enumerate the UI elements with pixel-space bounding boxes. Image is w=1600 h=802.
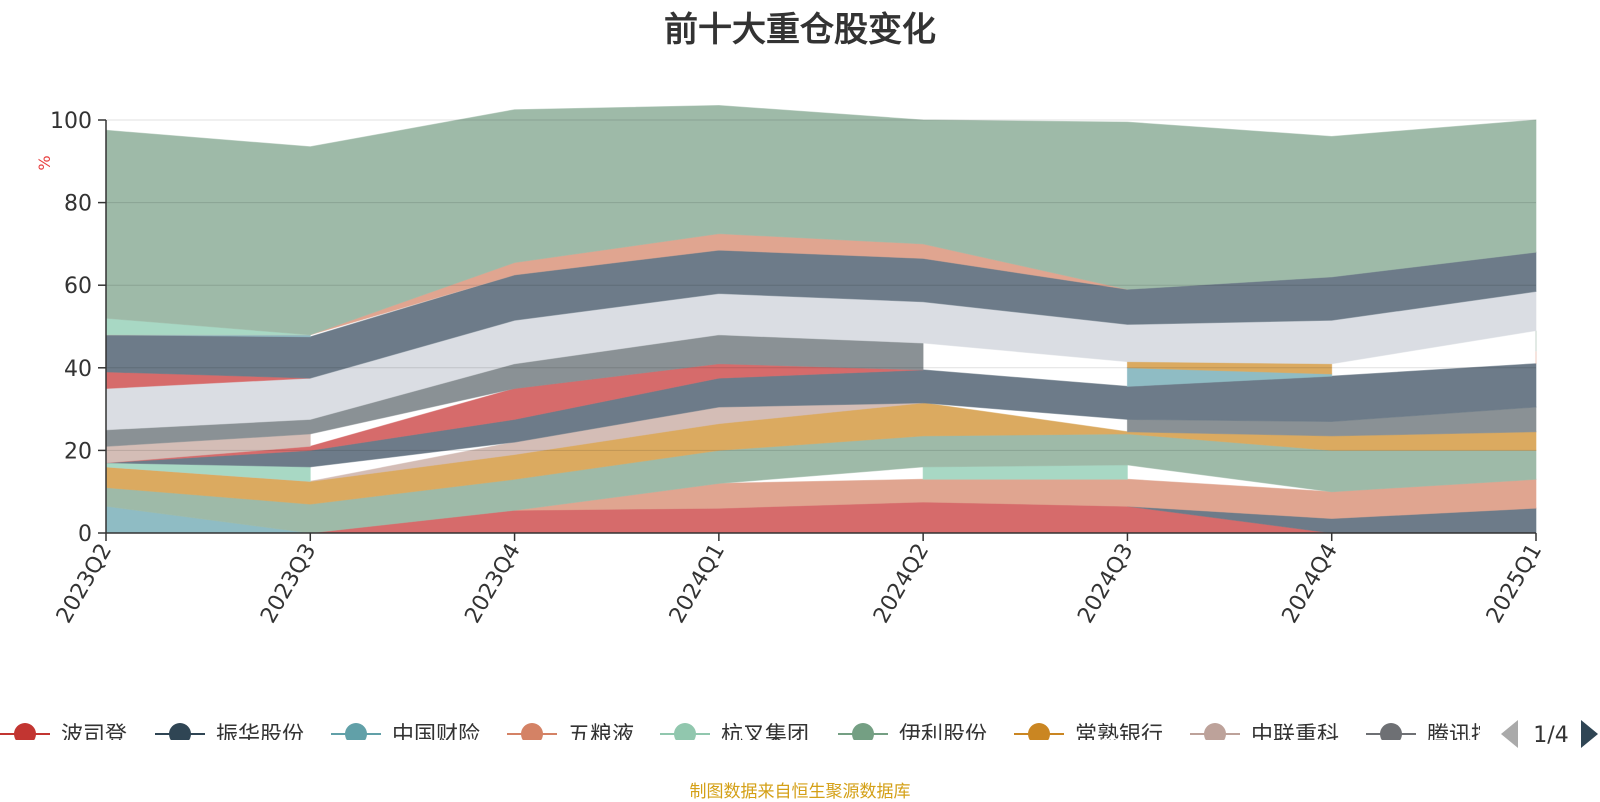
legend-label: 振华股份 [216,723,304,748]
legend-item[interactable]: 杭叉集团 [660,723,809,748]
y-tick-label: 100 [50,109,92,134]
x-tick-label: 2023Q2 [52,540,117,628]
legend-label: 波司登 [61,723,127,748]
stacked-areas [105,104,1537,534]
legend-label: 伊利股份 [899,723,987,748]
source-note: 制图数据来自恒生聚源数据库 [689,782,911,802]
legend-item[interactable]: 中国财险 [331,723,480,748]
legend-next-icon[interactable] [1581,720,1598,748]
legend-page-indicator: 1/4 [1533,723,1568,748]
legend-marker [345,723,367,740]
x-tick-label: 2024Q3 [1073,540,1138,628]
legend-label: 五粮液 [568,723,634,748]
legend-item[interactable]: 常熟银行 [1014,723,1163,748]
legend-label: 常熟银行 [1075,723,1163,748]
legend[interactable]: 波司登 振华股份 中国财险 五粮液 杭叉集团 伊利股份 常熟银行 中联重科 腾讯控 [0,723,1493,748]
y-tick-label: 20 [64,439,92,464]
area-series-2 [514,478,1537,520]
y-axis-label: % [35,155,54,170]
legend-marker [1204,723,1226,740]
legend-item[interactable]: 中联重科 [1190,723,1339,748]
legend-label: 中联重科 [1251,723,1339,748]
x-tick-label: 2023Q4 [460,540,525,628]
legend-marker [674,723,696,740]
legend-marker [14,723,36,740]
y-tick-label: 40 [64,357,92,382]
legend-item[interactable]: 振华股份 [155,723,304,748]
legend-item[interactable]: 五粮液 [507,723,634,748]
x-tick-label: 2024Q4 [1278,540,1343,628]
legend-marker [521,723,543,740]
x-tick-label: 2024Q1 [665,540,730,628]
y-tick-label: 60 [64,274,92,299]
legend-marker [169,723,191,740]
y-tick-label: 0 [78,522,92,547]
legend-item[interactable]: 腾讯控 [1366,723,1493,748]
x-tick-label: 2023Q3 [256,540,321,628]
legend-marker [1028,723,1050,740]
legend-marker [1380,723,1402,740]
y-tick-label: 80 [64,192,92,217]
legend-item[interactable]: 伊利股份 [838,723,987,748]
legend-label: 中国财险 [392,723,480,748]
chart-title: 前十大重仓股变化 [664,10,936,50]
gridlines [106,119,1536,451]
legend-prev-icon[interactable] [1501,720,1518,748]
legend-pager[interactable]: 1/4 [1501,720,1598,748]
legend-label: 腾讯控 [1427,723,1493,748]
x-tick-label: 2025Q1 [1482,540,1547,628]
legend-item[interactable]: 波司登 [0,723,127,748]
x-tick-label: 2024Q2 [869,540,934,628]
legend-marker [852,723,874,740]
legend-label: 杭叉集团 [721,723,809,748]
area-series-24 [105,104,1537,336]
